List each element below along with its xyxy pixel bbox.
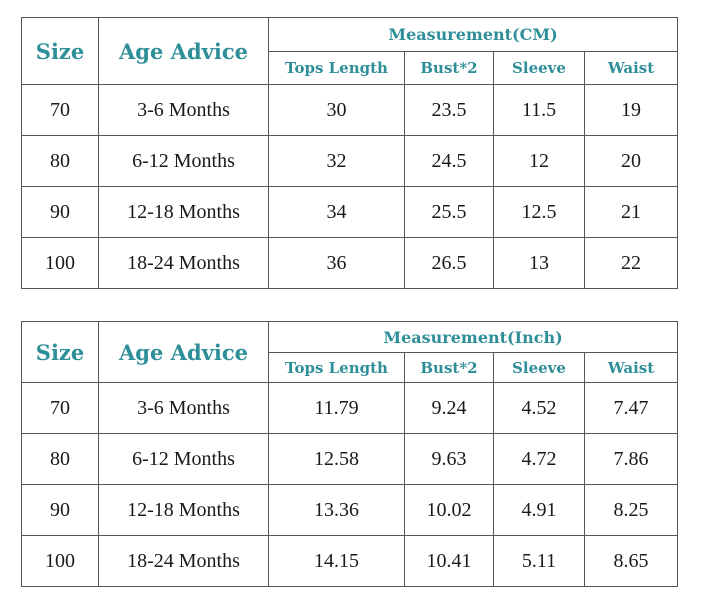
tops-length-cell: 14.15 — [268, 535, 405, 587]
waist-cell: 8.65 — [583, 535, 679, 587]
size-cell: 80 — [21, 433, 99, 485]
tops-length-cell: 11.79 — [268, 382, 405, 434]
table-row: 80 6-12 Months 32 24.5 12 20 — [21, 135, 679, 187]
size-cell: 100 — [21, 535, 99, 587]
tops-length-cell: 13.36 — [268, 484, 405, 536]
size-cell: 90 — [21, 484, 99, 536]
sleeve-cell: 4.72 — [493, 433, 585, 485]
age-advice-header: Age Advice — [98, 321, 269, 383]
bust-cell: 24.5 — [404, 135, 494, 187]
waist-cell: 22 — [583, 237, 679, 289]
sleeve-cell: 4.52 — [493, 382, 585, 434]
sleeve-cell: 11.5 — [493, 84, 585, 136]
table-row: 100 18-24 Months 36 26.5 13 22 — [21, 237, 679, 289]
waist-cell: 8.25 — [583, 484, 679, 536]
measurement-header: Measurement(Inch) — [267, 321, 679, 353]
waist-cell: 21 — [583, 186, 679, 238]
measurement-header: Measurement(CM) — [267, 17, 679, 52]
table-row: 90 12-18 Months 13.36 10.02 4.91 8.25 — [21, 484, 679, 536]
table-row: 100 18-24 Months 14.15 10.41 5.11 8.65 — [21, 535, 679, 587]
size-chart-cm-table: Size Age Advice Measurement(CM) Tops Len… — [21, 17, 679, 289]
size-header: Size — [21, 17, 99, 85]
tops-length-cell: 36 — [268, 237, 405, 289]
bust-cell: 26.5 — [404, 237, 494, 289]
table-row: 70 3-6 Months 11.79 9.24 4.52 7.47 — [21, 382, 679, 434]
column-header-tops-length: Tops Length — [268, 352, 405, 383]
waist-cell: 7.86 — [583, 433, 679, 485]
column-header-bust: Bust*2 — [404, 51, 494, 85]
tops-length-cell: 12.58 — [268, 433, 405, 485]
column-header-bust: Bust*2 — [404, 352, 494, 383]
age-cell: 18-24 Months — [98, 535, 269, 587]
bust-cell: 10.02 — [404, 484, 494, 536]
age-cell: 6-12 Months — [98, 433, 269, 485]
size-cell: 90 — [21, 186, 99, 238]
age-cell: 18-24 Months — [98, 237, 269, 289]
sleeve-cell: 4.91 — [493, 484, 585, 536]
sleeve-cell: 5.11 — [493, 535, 585, 587]
tops-length-cell: 30 — [268, 84, 405, 136]
column-header-waist: Waist — [583, 51, 679, 85]
size-cell: 70 — [21, 84, 99, 136]
waist-cell: 20 — [583, 135, 679, 187]
size-cell: 80 — [21, 135, 99, 187]
table-row: 80 6-12 Months 12.58 9.63 4.72 7.86 — [21, 433, 679, 485]
size-header: Size — [21, 321, 99, 383]
bust-cell: 10.41 — [404, 535, 494, 587]
table-row: 90 12-18 Months 34 25.5 12.5 21 — [21, 186, 679, 238]
age-advice-header: Age Advice — [98, 17, 269, 85]
column-header-waist: Waist — [583, 352, 679, 383]
bust-cell: 9.24 — [404, 382, 494, 434]
size-chart-inch-table: Size Age Advice Measurement(Inch) Tops L… — [21, 321, 679, 587]
waist-cell: 19 — [583, 84, 679, 136]
waist-cell: 7.47 — [583, 382, 679, 434]
column-header-tops-length: Tops Length — [268, 51, 405, 85]
bust-cell: 23.5 — [404, 84, 494, 136]
age-cell: 12-18 Months — [98, 484, 269, 536]
age-cell: 12-18 Months — [98, 186, 269, 238]
tops-length-cell: 34 — [268, 186, 405, 238]
sleeve-cell: 12 — [493, 135, 585, 187]
sleeve-cell: 13 — [493, 237, 585, 289]
size-cell: 70 — [21, 382, 99, 434]
sleeve-cell: 12.5 — [493, 186, 585, 238]
size-cell: 100 — [21, 237, 99, 289]
age-cell: 3-6 Months — [98, 84, 269, 136]
column-header-sleeve: Sleeve — [493, 352, 585, 383]
age-cell: 3-6 Months — [98, 382, 269, 434]
bust-cell: 25.5 — [404, 186, 494, 238]
tops-length-cell: 32 — [268, 135, 405, 187]
table-row: 70 3-6 Months 30 23.5 11.5 19 — [21, 84, 679, 136]
age-cell: 6-12 Months — [98, 135, 269, 187]
column-header-sleeve: Sleeve — [493, 51, 585, 85]
bust-cell: 9.63 — [404, 433, 494, 485]
